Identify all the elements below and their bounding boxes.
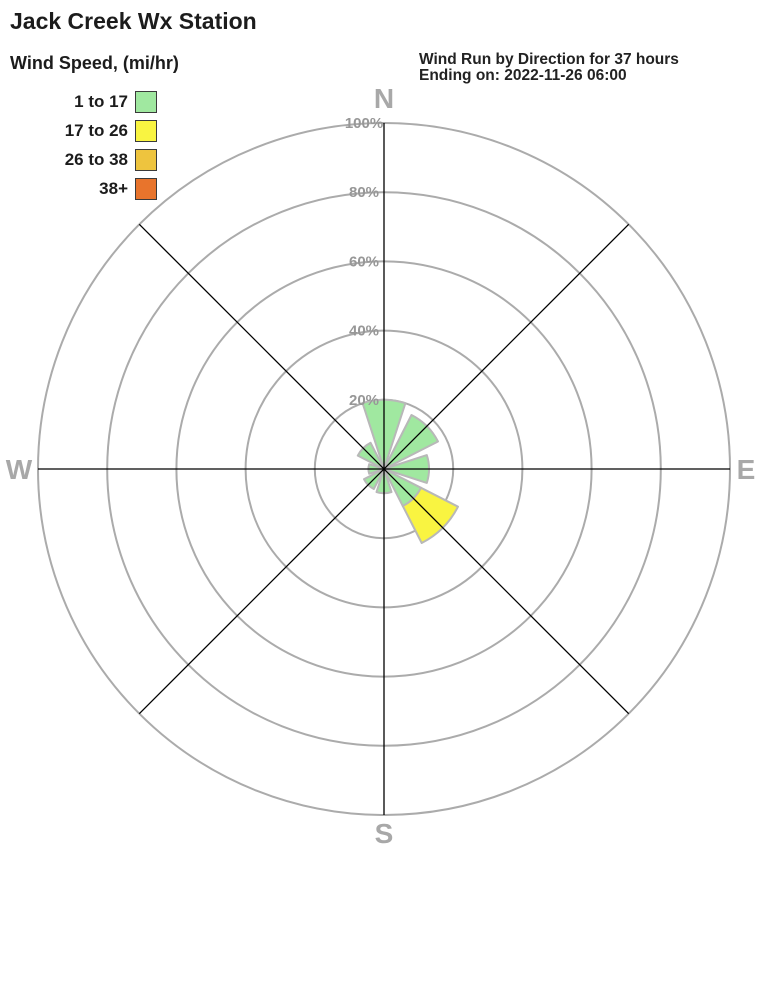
- compass-labels: N E S W: [6, 83, 756, 849]
- legend-item: 26 to 38: [0, 149, 157, 171]
- legend-swatch-orange: [135, 178, 157, 200]
- legend-item-label: 1 to 17: [74, 92, 128, 111]
- ring-label-100: 100%: [345, 115, 383, 132]
- legend-item-label: 38+: [99, 179, 128, 198]
- legend-item: 1 to 17: [0, 91, 157, 113]
- legend-item-label: 26 to 38: [64, 150, 128, 169]
- compass-label-south: S: [375, 818, 394, 849]
- page-title: Jack Creek Wx Station: [10, 8, 257, 34]
- compass-label-west: W: [6, 454, 33, 485]
- ring-label-20: 20%: [349, 392, 379, 409]
- ring-label-40: 40%: [349, 323, 379, 340]
- compass-label-east: E: [737, 454, 756, 485]
- ring-labels: 20% 40% 60% 80% 100%: [345, 115, 383, 409]
- legend-item: 17 to 26: [0, 120, 157, 142]
- legend-title: Wind Speed, (mi/hr): [10, 53, 179, 73]
- ring-label-60: 60%: [349, 253, 379, 270]
- compass-label-north: N: [374, 83, 394, 114]
- chart-subtitle-line2: Ending on: 2022-11-26 06:00: [419, 66, 627, 84]
- legend-swatch-amber: [135, 149, 157, 171]
- petals: [356, 398, 459, 544]
- legend-swatch-yellow: [135, 120, 157, 142]
- chart-subtitle-line1: Wind Run by Direction for 37 hours: [419, 51, 679, 68]
- wind-speed-legend: 1 to 17 17 to 26 26 to 38 38+: [0, 91, 157, 207]
- axis-nw-se: [138, 223, 630, 715]
- ring-label-80: 80%: [349, 184, 379, 201]
- legend-swatch-green: [135, 91, 157, 113]
- axes: [38, 123, 730, 815]
- legend-item-label: 17 to 26: [64, 121, 128, 140]
- legend-item: 38+: [0, 178, 157, 200]
- chart-subtitle: Wind Run by Direction for 37 hours Endin…: [419, 52, 679, 83]
